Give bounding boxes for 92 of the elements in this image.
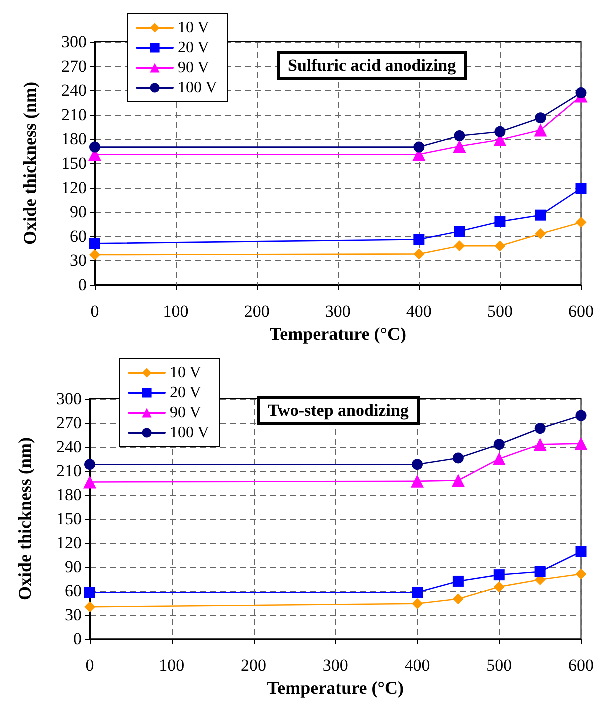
y-axis-title: Oxide thickness (nm) bbox=[15, 438, 35, 601]
x-tick-label: 600 bbox=[568, 302, 594, 321]
legend-label: 100 V bbox=[178, 80, 218, 96]
legend-label: 90 V bbox=[170, 404, 202, 422]
point bbox=[535, 112, 546, 124]
y-tick-label: 30 bbox=[70, 251, 87, 270]
point bbox=[494, 216, 506, 228]
point bbox=[494, 570, 505, 581]
y-tick-label: 0 bbox=[78, 276, 87, 294]
y-tick-label: 270 bbox=[62, 56, 87, 76]
legend-label: 90 V bbox=[178, 60, 210, 76]
x-tick-label: 100 bbox=[163, 302, 189, 321]
point bbox=[576, 410, 587, 422]
point bbox=[90, 250, 100, 261]
point bbox=[412, 587, 423, 598]
chart-title: Two-step anodizing bbox=[268, 401, 410, 420]
point bbox=[494, 582, 505, 593]
point bbox=[494, 240, 506, 252]
point bbox=[534, 566, 546, 578]
y-tick-label: 180 bbox=[56, 486, 82, 505]
y-tick-label: 120 bbox=[56, 534, 82, 553]
y-tick-label: 90 bbox=[65, 558, 82, 577]
point bbox=[90, 238, 100, 250]
y-tick-label: 240 bbox=[62, 81, 87, 100]
point bbox=[454, 240, 466, 252]
point bbox=[576, 217, 587, 228]
y-tick-label: 210 bbox=[62, 105, 87, 124]
y-tick-label: 150 bbox=[62, 154, 87, 173]
point bbox=[414, 234, 425, 246]
point bbox=[414, 248, 425, 260]
y-tick-label: 60 bbox=[70, 226, 87, 246]
x-tick-label: 200 bbox=[241, 656, 266, 676]
y-tick-label: 90 bbox=[70, 202, 87, 222]
point bbox=[452, 474, 465, 488]
point bbox=[84, 587, 96, 598]
point bbox=[576, 183, 587, 194]
x-tick-label: 300 bbox=[325, 302, 351, 321]
point bbox=[452, 594, 464, 605]
x-tick-label: 200 bbox=[244, 302, 270, 321]
x-axis-title: Temperature (°C) bbox=[270, 324, 406, 344]
point bbox=[454, 130, 466, 142]
point bbox=[411, 474, 424, 488]
y-tick-label: 300 bbox=[56, 390, 82, 408]
legend-label: 100 V bbox=[170, 424, 210, 442]
point bbox=[534, 124, 548, 137]
point bbox=[84, 476, 96, 489]
legend-label: 10 V bbox=[178, 20, 210, 36]
point bbox=[452, 452, 464, 464]
y-tick-label: 0 bbox=[74, 630, 82, 649]
legend-label: 20 V bbox=[170, 384, 202, 402]
legend-label: 10 V bbox=[170, 364, 202, 382]
point bbox=[576, 546, 587, 558]
point bbox=[534, 438, 547, 452]
point bbox=[452, 576, 464, 587]
point bbox=[492, 452, 506, 466]
point bbox=[84, 602, 96, 613]
point bbox=[84, 459, 96, 470]
x-tick-label: 500 bbox=[487, 302, 513, 321]
text: Sulfuric acid anodizing bbox=[288, 56, 457, 75]
x-tick-label: 400 bbox=[404, 656, 430, 676]
point bbox=[494, 439, 505, 450]
x-axis-title: Temperature (°C) bbox=[267, 678, 404, 698]
x-tick-label: 0 bbox=[90, 302, 100, 321]
y-tick-label: 300 bbox=[62, 32, 87, 52]
point bbox=[534, 423, 546, 434]
x-tick-label: 600 bbox=[568, 656, 594, 676]
legend-label: 20 V bbox=[178, 40, 210, 56]
point bbox=[494, 126, 506, 138]
y-tick-label: 210 bbox=[56, 462, 82, 481]
point bbox=[454, 226, 466, 238]
y-axis-title: Oxide thickness (nm) bbox=[20, 82, 40, 246]
point bbox=[574, 437, 588, 450]
point bbox=[453, 140, 466, 153]
point bbox=[576, 568, 587, 580]
y-tick-label: 240 bbox=[56, 438, 82, 457]
point bbox=[90, 142, 100, 153]
y-tick-label: 150 bbox=[56, 510, 82, 529]
x-tick-label: 100 bbox=[159, 656, 185, 676]
point bbox=[412, 598, 423, 610]
y-tick-label: 270 bbox=[56, 414, 82, 433]
x-tick-label: 300 bbox=[322, 656, 348, 676]
y-tick-label: 30 bbox=[65, 606, 82, 625]
point bbox=[535, 228, 546, 240]
point bbox=[535, 210, 546, 221]
x-tick-label: 500 bbox=[486, 656, 512, 676]
point bbox=[412, 459, 423, 470]
y-tick-label: 60 bbox=[65, 582, 82, 601]
point bbox=[576, 88, 587, 99]
y-tick-label: 120 bbox=[62, 178, 87, 198]
x-tick-label: 400 bbox=[406, 302, 432, 321]
y-tick-label: 180 bbox=[62, 130, 87, 149]
point bbox=[414, 142, 425, 153]
